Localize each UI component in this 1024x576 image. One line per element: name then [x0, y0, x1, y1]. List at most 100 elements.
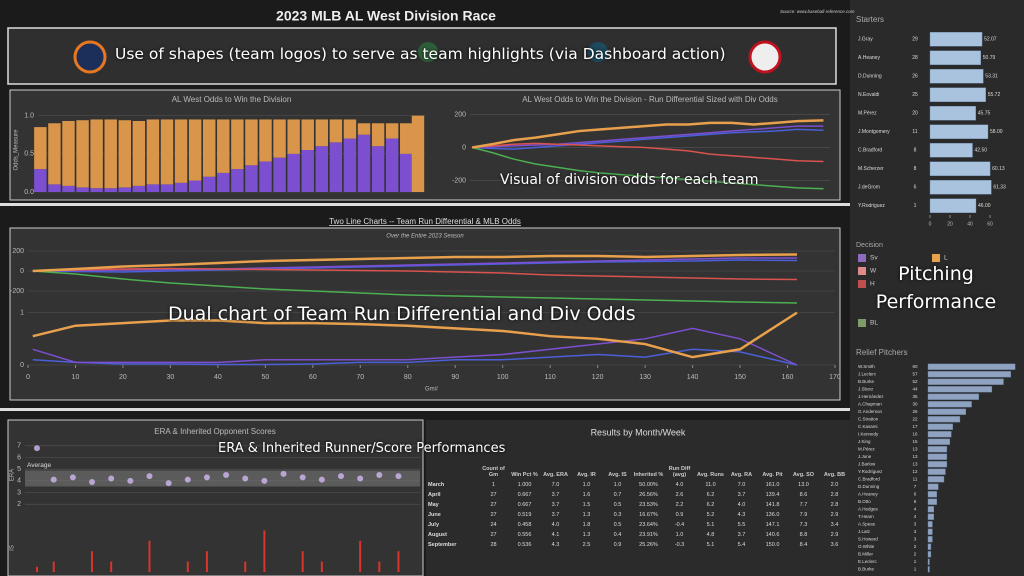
panel-subtitle: Over the Entire 2023 Season	[386, 234, 464, 240]
row-label: A.Heaney	[858, 55, 880, 61]
bar	[927, 566, 930, 573]
era-point	[165, 480, 172, 487]
row-label: W.Smith	[858, 364, 875, 369]
table-cell: 26.56%	[639, 492, 658, 498]
row-count: 8	[914, 148, 917, 154]
era-point	[184, 476, 191, 483]
era-point	[127, 477, 134, 484]
row-count: 52	[912, 379, 918, 384]
y-tick-label: 1	[20, 309, 24, 316]
row-label: C.Bradford	[858, 476, 880, 481]
separator	[0, 408, 850, 411]
value-label: 60.13	[992, 166, 1005, 172]
table-cell: 5.5	[737, 522, 746, 528]
x-tick-label: 110	[545, 374, 556, 381]
row-count: 15	[912, 439, 918, 444]
table-cell: -0.4	[674, 522, 685, 528]
bar	[927, 371, 1011, 378]
table-cell: Avg. IR	[577, 472, 596, 478]
table-cell: 7.9	[799, 512, 808, 518]
annotation: ERA & Inherited Runner/Score Performance…	[218, 441, 506, 456]
x-tick-label: 60	[309, 374, 317, 381]
row-label: J.June	[858, 454, 872, 459]
table-cell: 2.2	[675, 502, 684, 508]
row-count: 13	[912, 454, 918, 459]
series-line	[471, 119, 824, 149]
value-label: 50.79	[983, 55, 996, 61]
bar-segment	[76, 120, 89, 188]
mariners-logo	[588, 42, 608, 62]
table-cell: September	[428, 542, 457, 548]
table-cell: 2.5	[582, 542, 591, 548]
table-cell: 161.0	[765, 482, 780, 488]
row-count: 25	[912, 92, 918, 98]
legend-title: Decision	[856, 242, 883, 249]
era-point	[50, 476, 57, 483]
table-cell: 3.4	[830, 522, 839, 528]
row-label: S.Howard	[858, 536, 878, 541]
row-count: 35	[912, 394, 918, 399]
table-cell: 0.3	[613, 512, 622, 518]
bar	[927, 453, 948, 460]
era-point	[357, 475, 364, 482]
x-tick-label: 100	[497, 374, 509, 381]
table-cell: Avg. Runs	[697, 472, 724, 478]
x-tick-label: 80	[404, 374, 412, 381]
table-cell: 1.6	[582, 492, 591, 498]
series-line	[472, 125, 824, 149]
x-tick-label: 150	[734, 374, 746, 381]
table-cell: 1.0	[675, 532, 684, 538]
bar	[929, 87, 986, 102]
row-label: B.Burke	[858, 566, 875, 571]
y-tick-label: 6	[17, 454, 21, 461]
bar-segment	[301, 119, 314, 150]
bar	[929, 180, 992, 195]
era-point	[395, 473, 402, 480]
table-cell: April	[428, 492, 441, 498]
y-tick-label: 0	[20, 268, 24, 275]
x-tick-label: 170	[829, 374, 841, 381]
row-label: J.Leclerc	[858, 371, 877, 376]
row-label: J.King	[858, 439, 871, 444]
y-axis-label: ERA	[10, 469, 16, 481]
series-line	[32, 259, 798, 273]
bar-segment	[132, 120, 146, 186]
row-label: C.Kasami	[858, 424, 878, 429]
x-tick-label: 0	[26, 374, 30, 381]
bar-segment	[287, 119, 300, 154]
table-cell: 0.667	[517, 492, 532, 498]
row-label: J.deGrom	[858, 185, 880, 191]
value-label: 58.00	[990, 129, 1003, 135]
table-cell: Avg. RA	[730, 472, 753, 478]
y-tick-label: 5	[17, 466, 21, 473]
bar	[927, 408, 966, 415]
table-cell: May	[428, 502, 439, 508]
series-line	[32, 270, 798, 304]
series-line	[472, 128, 824, 150]
table-cell: 8.6	[799, 492, 808, 498]
x-tick-label: 60	[987, 221, 993, 227]
y-tick-label: -200	[10, 288, 24, 295]
row-label: A.Hedges	[858, 506, 879, 511]
table-cell: 3.7	[551, 492, 560, 498]
row-label: M.Pérez	[858, 111, 877, 117]
era-point	[280, 470, 287, 477]
bar-segment	[329, 142, 343, 192]
table-cell: 2.8	[830, 502, 839, 508]
row-count: 4	[914, 514, 917, 519]
table-cell: 0.4	[613, 532, 622, 538]
table-cell: July	[428, 522, 440, 528]
table-cell: 5.1	[706, 542, 715, 548]
table-cell: 1.0	[613, 482, 622, 488]
rangers-logo	[748, 40, 782, 74]
row-label: A.Speas	[858, 521, 876, 526]
y-tick-label: 0.5	[24, 151, 34, 158]
y-tick-label: 200	[12, 248, 24, 255]
bar-segment	[34, 127, 47, 170]
bar-segment	[400, 123, 413, 154]
y-tick-label: 0	[20, 362, 24, 369]
table-cell: 11.0	[705, 482, 716, 488]
table-cell: 2.0	[830, 482, 839, 488]
bar	[927, 536, 933, 543]
row-label: Y.Rodriguez	[858, 203, 885, 209]
